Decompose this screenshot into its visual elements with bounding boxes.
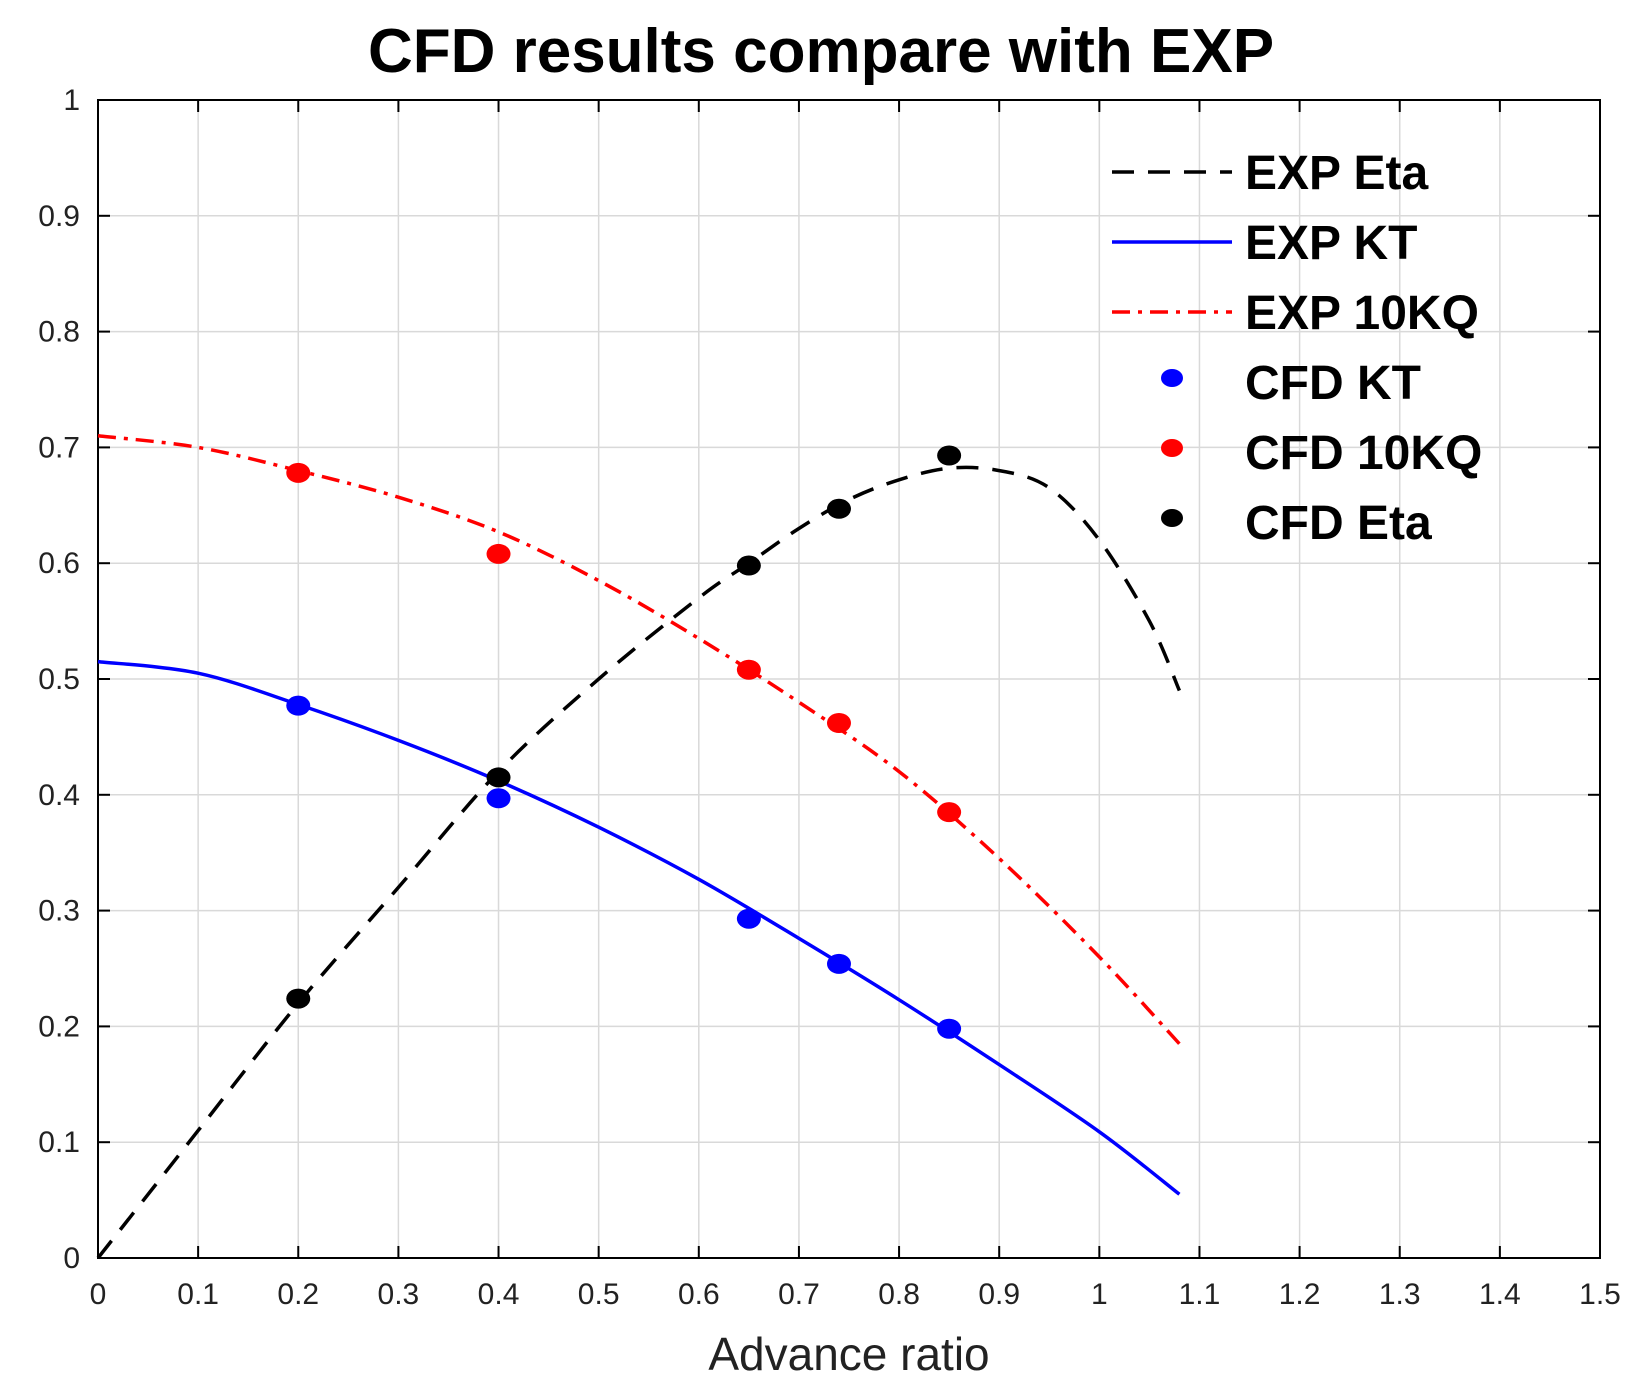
- series-line-exp-kt: [97, 659, 1181, 1196]
- x-tick-label: 0: [90, 1278, 107, 1311]
- data-point-cfd-kt: [286, 695, 311, 716]
- y-tick-label: 0.1: [38, 1126, 80, 1159]
- x-tick-label: 1.2: [1279, 1278, 1321, 1311]
- x-tick-label: 0.7: [778, 1278, 820, 1311]
- legend-swatch-cfd-10kq: [1161, 439, 1183, 457]
- series-line-exp-10kq: [97, 434, 1181, 1045]
- x-tick-label: 0.3: [378, 1278, 420, 1311]
- x-tick-label: 1.5: [1579, 1278, 1621, 1311]
- y-tick-label: 0.6: [38, 547, 80, 580]
- data-point-cfd-10kq: [286, 462, 311, 483]
- y-tick-label: 0.2: [38, 1010, 80, 1043]
- data-point-cfd-eta: [286, 988, 311, 1009]
- legend-label-cfd-eta: CFD Eta: [1245, 497, 1432, 550]
- legend-swatch-cfd-eta: [1161, 509, 1183, 527]
- x-tick-label: 0.6: [678, 1278, 720, 1311]
- legend: EXP Eta EXP KT EXP 10KQ CFD KT CFD 10KQ CFD E…: [1112, 147, 1482, 550]
- data-point-cfd-kt: [736, 908, 761, 929]
- x-tick-label: 0.5: [578, 1278, 620, 1311]
- x-tick-label: 1: [1091, 1278, 1108, 1311]
- legend-label-exp-kt: EXP KT: [1245, 217, 1418, 270]
- legend-swatch-cfd-kt: [1161, 369, 1183, 387]
- data-point-cfd-eta: [826, 498, 851, 519]
- x-tick-label: 0.4: [478, 1278, 520, 1311]
- x-tick-label: 1.1: [1179, 1278, 1221, 1311]
- x-tick-label: 0.2: [277, 1278, 319, 1311]
- x-tick-label: 1.4: [1479, 1278, 1521, 1311]
- y-tick-label: 0: [63, 1242, 80, 1275]
- x-tick-label: 0.8: [878, 1278, 920, 1311]
- legend-label-exp-10kq: EXP 10KQ: [1245, 287, 1479, 340]
- y-tick-label: 0.3: [38, 895, 80, 928]
- data-point-cfd-10kq: [937, 802, 962, 823]
- axis-ticks: 0 0.1 0.2 0.3 0.4 0.5 0.6 0.7 0.8 0.9 1 1.1 1.2 1.3 1.…: [38, 84, 1621, 1311]
- data-point-cfd-kt: [937, 1018, 962, 1039]
- series-line-exp-eta: [96, 465, 1182, 1260]
- y-tick-label: 0.8: [38, 316, 80, 349]
- y-tick-label: 0.9: [38, 200, 80, 233]
- legend-label-cfd-10kq: CFD 10KQ: [1245, 427, 1482, 480]
- y-tick-label: 1: [63, 84, 80, 117]
- x-tick-label: 1.3: [1379, 1278, 1421, 1311]
- data-point-cfd-kt: [826, 953, 851, 974]
- x-tick-label: 0.9: [978, 1278, 1020, 1311]
- y-tick-label: 0.4: [38, 779, 80, 812]
- x-axis-label: Advance ratio: [708, 1328, 989, 1380]
- grid-lines: [97, 99, 1601, 1259]
- legend-label-exp-eta: EXP Eta: [1245, 147, 1429, 200]
- data-point-cfd-10kq: [486, 543, 511, 564]
- data-point-cfd-10kq: [826, 713, 851, 734]
- chart-title: CFD results compare with EXP: [368, 17, 1274, 86]
- data-point-cfd-10kq: [736, 659, 761, 680]
- series-points: [286, 445, 962, 1039]
- data-point-cfd-eta: [736, 555, 761, 576]
- y-tick-label: 0.7: [38, 431, 80, 464]
- data-point-cfd-eta: [486, 767, 511, 788]
- legend-label-cfd-kt: CFD KT: [1245, 357, 1421, 410]
- y-tick-label: 0.5: [38, 663, 80, 696]
- data-point-cfd-eta: [937, 445, 962, 466]
- x-tick-label: 0.1: [177, 1278, 219, 1311]
- series-lines: [96, 434, 1182, 1260]
- data-point-cfd-kt: [486, 788, 511, 809]
